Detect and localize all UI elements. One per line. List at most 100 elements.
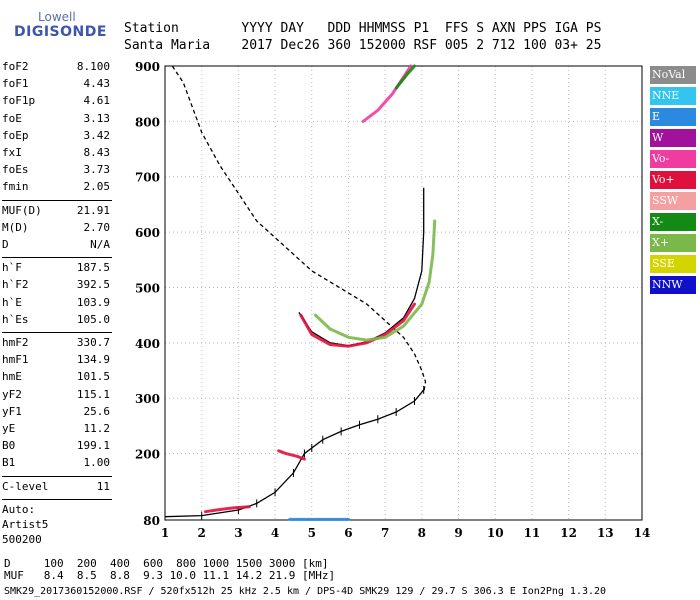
legend-item-e: E <box>650 108 696 126</box>
param-value: 115.1 <box>76 387 110 401</box>
y-tick-label: 700 <box>135 171 160 185</box>
param-name: foEp <box>2 128 29 142</box>
param-name: foEs <box>2 163 29 177</box>
param-name: h`F <box>2 261 22 275</box>
param-value: 392.5 <box>76 278 110 292</box>
echo-trace <box>203 505 251 514</box>
y-tick-label: 800 <box>135 115 160 129</box>
legend-item-w: W <box>650 129 696 147</box>
clevel-row: C-level 11 <box>2 480 110 497</box>
param-name: hmF1 <box>2 353 29 367</box>
param-value: 4.61 <box>83 94 111 108</box>
x-tick-label: 7 <box>381 526 389 540</box>
y-tick-label: 900 <box>135 60 160 74</box>
param-row: fxI 8.43 <box>2 146 110 163</box>
param-name: B0 <box>2 439 16 453</box>
param-row: foF2 8.100 <box>2 60 110 77</box>
legend-item-noval: NoVal <box>650 66 696 84</box>
param-value: 11.2 <box>83 422 111 435</box>
param-row: foEp 3.42 <box>2 129 110 146</box>
y-tick-label: 400 <box>135 337 160 351</box>
param-row: D N/A <box>2 238 110 255</box>
separator <box>2 475 112 477</box>
x-tick-label: 5 <box>308 526 316 540</box>
legend-item-ssw: SSW <box>650 192 696 210</box>
param-name: M(D) <box>2 220 29 234</box>
param-value: 3.73 <box>83 163 111 177</box>
param-name: B1 <box>2 456 16 470</box>
echo-trace <box>394 64 416 90</box>
param-value: 1.00 <box>83 456 111 470</box>
logo-line1: Lowell <box>38 10 76 24</box>
legend-item-nne: NNE <box>650 87 696 105</box>
echo-trace <box>299 302 416 348</box>
x-tick-label: 14 <box>634 526 651 540</box>
param-value: 187.5 <box>76 261 110 275</box>
legend-item-x-: X+ <box>650 234 696 252</box>
x-tick-label: 12 <box>560 526 577 540</box>
param-value: 3.42 <box>83 128 111 142</box>
x-tick-label: 10 <box>487 526 504 540</box>
param-value: 4.43 <box>83 77 111 91</box>
param-name: yF1 <box>2 404 22 418</box>
x-tick-label: 2 <box>198 526 206 540</box>
param-row: h`E 103.9 <box>2 296 110 313</box>
x-tick-label: 6 <box>344 526 352 540</box>
param-name: MUF(D) <box>2 203 42 217</box>
param-name: hmE <box>2 370 22 384</box>
param-name: fmin <box>2 180 29 194</box>
param-value: 105.0 <box>76 312 110 326</box>
y-tick-label: 200 <box>135 448 160 462</box>
param-name: h`Es <box>2 312 29 326</box>
param-name: yF2 <box>2 387 22 401</box>
param-row: foF1p 4.61 <box>2 94 110 111</box>
param-row: h`Es 105.0 <box>2 313 110 330</box>
param-name: foE <box>2 111 22 125</box>
param-value: 134.9 <box>76 353 110 367</box>
echo-trace <box>361 64 413 123</box>
file-info-line: SMK29_2017360152000.RSF / 520fx512h 25 k… <box>4 586 607 597</box>
param-value: 21.91 <box>76 203 110 217</box>
param-name: fxI <box>2 146 22 159</box>
param-value: 330.7 <box>76 336 110 349</box>
param-row: B0 199.1 <box>2 439 110 456</box>
param-value: 101.5 <box>76 370 110 384</box>
param-row: hmE 101.5 <box>2 370 110 387</box>
digisonde-logo: Lowell DIGISONDE <box>8 10 118 50</box>
param-name: yE <box>2 422 16 435</box>
header-line1: Station YYYY DAY DDD HHMMSS P1 FFS S AXN… <box>124 21 602 36</box>
x-tick-label: 13 <box>597 526 614 540</box>
separator <box>2 332 112 333</box>
param-row: foEs 3.73 <box>2 163 110 180</box>
auto-line2: Artist5 <box>2 517 49 531</box>
header-line2: Santa Maria 2017 Dec26 360 152000 RSF 00… <box>124 38 602 53</box>
logo-line2: DIGISONDE <box>14 24 107 40</box>
param-row: yE 11.2 <box>2 422 110 439</box>
station-header: Station YYYY DAY DDD HHMMSS P1 FFS S AXN… <box>124 20 601 54</box>
auto-line3: 500200 <box>2 532 42 546</box>
param-row: hmF1 134.9 <box>2 353 110 370</box>
param-name: foF1p <box>2 94 36 108</box>
auto-line1: Auto: <box>2 502 36 516</box>
param-value: 8.100 <box>76 60 110 73</box>
param-row: foE 3.13 <box>2 112 110 129</box>
param-row: hmF2 330.7 <box>2 336 110 353</box>
dashed-curve <box>171 65 427 393</box>
echo-trace <box>277 449 306 461</box>
param-name: foF2 <box>2 60 29 73</box>
param-name: h`F2 <box>2 278 29 292</box>
param-name: foF1 <box>2 77 29 91</box>
x-tick-label: 8 <box>418 526 426 540</box>
clevel-value: 11 <box>96 479 110 493</box>
legend-item-x-: X- <box>650 213 696 231</box>
separator <box>2 257 112 259</box>
param-row: foF1 4.43 <box>2 77 110 94</box>
y-tick-label: 500 <box>135 281 160 295</box>
param-row: MUF(D) 21.91 <box>2 204 110 221</box>
param-row: h`F2 392.5 <box>2 278 110 295</box>
param-row: fmin 2.05 <box>2 180 110 197</box>
param-row: B1 1.00 <box>2 456 110 473</box>
param-name: h`E <box>2 295 22 309</box>
legend-item-vo-: Vo+ <box>650 171 696 189</box>
param-name: hmF2 <box>2 336 29 349</box>
